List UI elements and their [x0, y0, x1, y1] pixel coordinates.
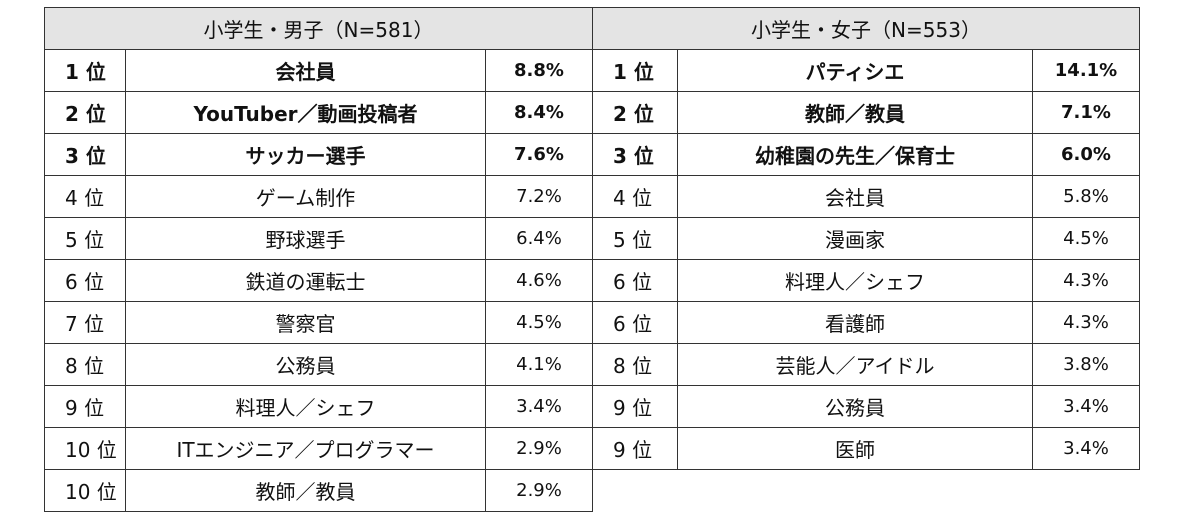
girls-ranking-table: 小学生・女子（N=553） 1 位パティシエ 14.1% 2 位教師／教員 7.1% 3… — [592, 7, 1140, 470]
table-row: 4 位ゲーム制作 7.2% — [44, 175, 593, 218]
table-row: 2 位教師／教員 7.1% — [592, 91, 1140, 134]
percentage-cell: 4.1% — [485, 343, 593, 386]
percentage-cell: 4.3% — [1032, 301, 1140, 344]
percentage-cell: 4.3% — [1032, 259, 1140, 302]
percentage-cell: 6.0% — [1032, 133, 1140, 176]
rank-cell: 3 位 — [592, 133, 678, 176]
occupation-cell: YouTuber／動画投稿者 — [125, 91, 486, 134]
rank-cell: 9 位 — [592, 427, 678, 470]
occupation-cell: 野球選手 — [125, 217, 486, 260]
table-row: 6 位看護師 4.3% — [592, 301, 1140, 344]
boys-table-body: 1 位会社員 8.8% 2 位 YouTuber／動画投稿者 8.4% 3 位サッカー選手… — [44, 49, 593, 512]
table-row: 1 位パティシエ 14.1% — [592, 49, 1140, 92]
rank-cell: 10 位 — [44, 469, 126, 512]
rank-cell: 8 位 — [44, 343, 126, 386]
boys-ranking-table: 小学生・男子（N=581） 1 位会社員 8.8% 2 位 YouTuber／動画投稿… — [44, 7, 593, 512]
rank-cell: 9 位 — [592, 385, 678, 428]
occupation-cell: 会社員 — [677, 175, 1033, 218]
table-row: 8 位公務員 4.1% — [44, 343, 593, 386]
rank-cell: 8 位 — [592, 343, 678, 386]
occupation-cell: パティシエ — [677, 49, 1033, 92]
rank-cell: 9 位 — [44, 385, 126, 428]
table-row: 3 位サッカー選手 7.6% — [44, 133, 593, 176]
occupation-cell: 会社員 — [125, 49, 486, 92]
table-row: 9 位医師 3.4% — [592, 427, 1140, 470]
rank-cell: 3 位 — [44, 133, 126, 176]
rank-cell: 1 位 — [592, 49, 678, 92]
boys-table-header: 小学生・男子（N=581） — [44, 7, 593, 50]
table-row: 10 位教師／教員 2.9% — [44, 469, 593, 512]
percentage-cell: 4.5% — [485, 301, 593, 344]
percentage-cell: 3.4% — [485, 385, 593, 428]
percentage-cell: 3.4% — [1032, 427, 1140, 470]
rank-cell: 5 位 — [592, 217, 678, 260]
table-row: 1 位会社員 8.8% — [44, 49, 593, 92]
table-row: 3 位幼稚園の先生／保育士 6.0% — [592, 133, 1140, 176]
occupation-cell: ゲーム制作 — [125, 175, 486, 218]
rank-cell: 6 位 — [592, 301, 678, 344]
occupation-cell: サッカー選手 — [125, 133, 486, 176]
table-row: 9 位公務員 3.4% — [592, 385, 1140, 428]
table-row: 8 位芸能人／アイドル 3.8% — [592, 343, 1140, 386]
rank-cell: 2 位 — [592, 91, 678, 134]
occupation-cell: 漫画家 — [677, 217, 1033, 260]
girls-table-body: 1 位パティシエ 14.1% 2 位教師／教員 7.1% 3 位幼稚園の先生／保育士 6.… — [592, 49, 1140, 470]
girls-table-header: 小学生・女子（N=553） — [592, 7, 1140, 50]
percentage-cell: 5.8% — [1032, 175, 1140, 218]
occupation-cell: 医師 — [677, 427, 1033, 470]
table-header-row: 小学生・男子（N=581） — [44, 7, 593, 50]
rank-cell: 5 位 — [44, 217, 126, 260]
table-row: 2 位 YouTuber／動画投稿者 8.4% — [44, 91, 593, 134]
occupation-cell: 料理人／シェフ — [125, 385, 486, 428]
percentage-cell: 6.4% — [485, 217, 593, 260]
table-header-row: 小学生・女子（N=553） — [592, 7, 1140, 50]
percentage-cell: 7.6% — [485, 133, 593, 176]
table-row: 5 位漫画家 4.5% — [592, 217, 1140, 260]
percentage-cell: 8.8% — [485, 49, 593, 92]
occupation-cell: 公務員 — [125, 343, 486, 386]
table-row: 7 位警察官 4.5% — [44, 301, 593, 344]
percentage-cell: 7.2% — [485, 175, 593, 218]
occupation-cell: 警察官 — [125, 301, 486, 344]
occupation-cell: 教師／教員 — [677, 91, 1033, 134]
table-row: 4 位会社員 5.8% — [592, 175, 1140, 218]
rank-cell: 6 位 — [592, 259, 678, 302]
occupation-cell: 料理人／シェフ — [677, 259, 1033, 302]
percentage-cell: 7.1% — [1032, 91, 1140, 134]
rank-cell: 10 位 — [44, 427, 126, 470]
table-row: 5 位野球選手 6.4% — [44, 217, 593, 260]
percentage-cell: 14.1% — [1032, 49, 1140, 92]
rank-cell: 1 位 — [44, 49, 126, 92]
rank-cell: 4 位 — [44, 175, 126, 218]
occupation-cell: 鉄道の運転士 — [125, 259, 486, 302]
table-row: 6 位鉄道の運転士 4.6% — [44, 259, 593, 302]
table-row: 6 位料理人／シェフ 4.3% — [592, 259, 1140, 302]
percentage-cell: 8.4% — [485, 91, 593, 134]
occupation-cell: 芸能人／アイドル — [677, 343, 1033, 386]
occupation-cell: ITエンジニア／プログラマー — [125, 427, 486, 470]
percentage-cell: 4.5% — [1032, 217, 1140, 260]
percentage-cell: 3.4% — [1032, 385, 1140, 428]
occupation-cell: 教師／教員 — [125, 469, 486, 512]
rank-cell: 7 位 — [44, 301, 126, 344]
percentage-cell: 3.8% — [1032, 343, 1140, 386]
table-row: 10 位 ITエンジニア／プログラマー 2.9% — [44, 427, 593, 470]
percentage-cell: 4.6% — [485, 259, 593, 302]
occupation-cell: 公務員 — [677, 385, 1033, 428]
percentage-cell: 2.9% — [485, 469, 593, 512]
occupation-cell: 幼稚園の先生／保育士 — [677, 133, 1033, 176]
rank-cell: 4 位 — [592, 175, 678, 218]
occupation-cell: 看護師 — [677, 301, 1033, 344]
table-row: 9 位料理人／シェフ 3.4% — [44, 385, 593, 428]
rank-cell: 6 位 — [44, 259, 126, 302]
percentage-cell: 2.9% — [485, 427, 593, 470]
rank-cell: 2 位 — [44, 91, 126, 134]
